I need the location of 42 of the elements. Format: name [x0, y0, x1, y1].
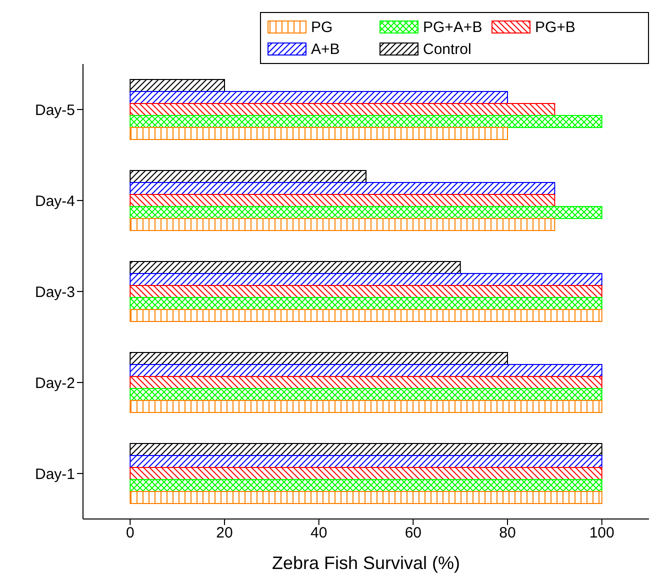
bar	[130, 296, 602, 310]
x-tick-label: 0	[126, 524, 134, 542]
bar	[130, 490, 602, 504]
bar	[130, 352, 508, 365]
legend-label: A+B	[311, 40, 341, 58]
bar	[130, 284, 602, 298]
bar	[130, 194, 556, 207]
bar	[130, 260, 461, 274]
bar	[130, 114, 602, 128]
x-tick-label: 60	[404, 524, 422, 542]
legend-label: PG+A+B	[423, 18, 484, 36]
x-tick-label: 100	[589, 524, 614, 542]
x-tick-label: 80	[499, 524, 516, 542]
bar	[130, 170, 366, 183]
bar	[130, 364, 602, 377]
x-tick-label: 40	[310, 524, 328, 542]
y-tick-label: Day-1	[34, 466, 75, 483]
bar	[130, 308, 602, 322]
legend-label: PG	[311, 18, 334, 36]
bar	[130, 400, 602, 413]
bar	[130, 388, 602, 401]
x-tick-label: 20	[216, 524, 233, 542]
y-tick-label: Day-5	[34, 102, 75, 119]
bar	[130, 442, 602, 456]
bar	[130, 78, 225, 92]
bar	[130, 478, 602, 492]
y-tick-label: Day-4	[34, 192, 75, 210]
bar	[130, 90, 508, 104]
bar	[130, 126, 508, 140]
y-tick-label: Day-2	[34, 374, 75, 392]
legend-label: PG+B	[535, 18, 576, 36]
bar	[130, 102, 556, 116]
bar	[130, 218, 556, 231]
bar	[130, 454, 602, 468]
bar	[130, 182, 556, 195]
bar	[130, 272, 602, 286]
y-tick-label: Day-3	[34, 284, 75, 301]
legend-label: Control	[423, 40, 472, 58]
bar	[130, 466, 602, 480]
bar	[130, 376, 602, 389]
bar	[130, 206, 602, 219]
x-axis-title: Zebra Fish Survival (%)	[272, 553, 460, 573]
